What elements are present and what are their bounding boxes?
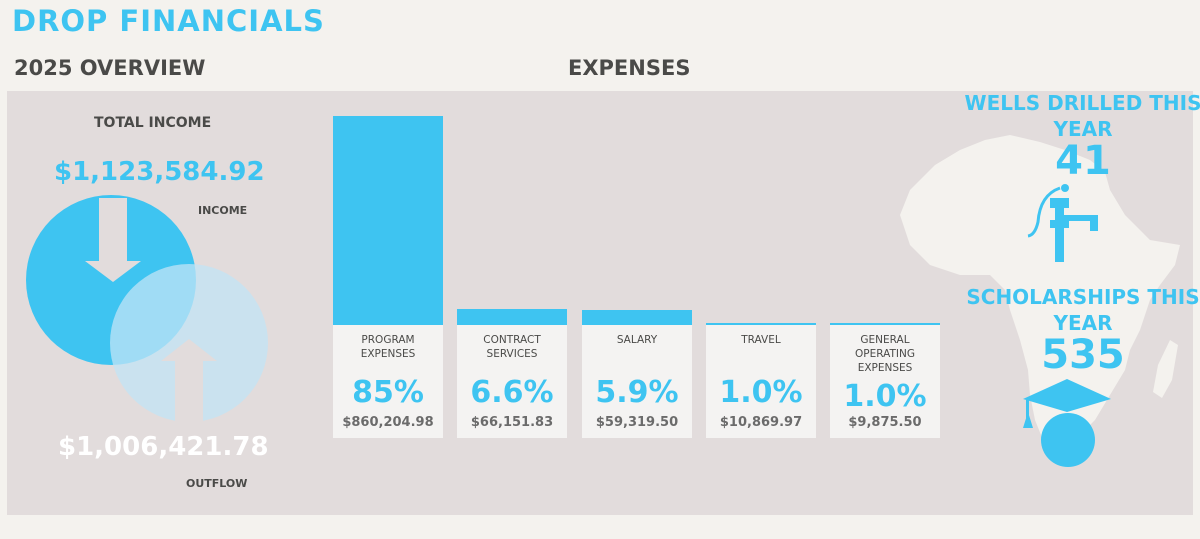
page-title: DROP FINANCIALS xyxy=(12,4,325,38)
outflow-label: OUTFLOW xyxy=(186,477,248,490)
category-label: GENERAL OPERATING EXPENSES xyxy=(855,334,915,374)
down-arrow-icon xyxy=(85,198,141,282)
outflow-value: $1,006,421.78 xyxy=(58,432,269,462)
scholarships-value: 535 xyxy=(1041,332,1125,378)
wells-label: WELLS DRILLED THIS YEAR xyxy=(964,91,1200,141)
africa-map xyxy=(900,135,1180,450)
amount-label: $59,319.50 xyxy=(595,415,679,430)
expense-card: GENERAL OPERATING EXPENSES 1.0% $9,875.50 xyxy=(830,325,940,438)
amount-label: $9,875.50 xyxy=(848,415,922,430)
income-label: INCOME xyxy=(198,204,248,217)
water-pump-icon xyxy=(1027,184,1098,262)
bar-0 xyxy=(333,116,443,325)
outflow-circle xyxy=(110,264,268,423)
amount-label: $10,869.97 xyxy=(719,415,803,430)
total-income-label: TOTAL INCOME xyxy=(94,115,212,131)
amount-label: $860,204.98 xyxy=(342,415,434,430)
graduation-cap-icon xyxy=(1023,379,1111,467)
expense-card: CONTRACT SERVICES 6.6% $66,151.83 xyxy=(457,325,567,438)
bar-4 xyxy=(830,322,940,325)
bar-3 xyxy=(706,322,816,325)
category-label: PROGRAM EXPENSES xyxy=(360,334,416,360)
bar-1 xyxy=(457,308,567,325)
scholarships-label: SCHOLARSHIPS THIS YEAR xyxy=(966,285,1200,335)
category-label: SALARY xyxy=(616,334,658,346)
expenses-heading: EXPENSES xyxy=(568,56,691,80)
expense-card: PROGRAM EXPENSES 85% $860,204.98 xyxy=(333,325,443,438)
expense-card: SALARY 5.9% $59,319.50 xyxy=(582,325,692,438)
wells-value: 41 xyxy=(1055,138,1111,184)
amount-label: $66,151.83 xyxy=(470,415,554,430)
madagascar-shape xyxy=(1153,340,1178,398)
income-value: $1,123,584.92 xyxy=(54,157,265,187)
overview-heading: 2025 OVERVIEW xyxy=(14,56,206,80)
bar-2 xyxy=(582,310,692,325)
percent-label: 5.9% xyxy=(595,375,679,410)
category-label: CONTRACT SERVICES xyxy=(483,334,541,360)
category-label: TRAVEL xyxy=(741,334,781,346)
up-arrow-icon xyxy=(161,339,217,423)
percent-label: 6.6% xyxy=(470,375,554,410)
expense-card: TRAVEL 1.0% $10,869.97 xyxy=(706,325,816,438)
percent-label: 85% xyxy=(352,375,424,410)
percent-label: 1.0% xyxy=(719,375,803,410)
percent-label: 1.0% xyxy=(843,379,927,414)
